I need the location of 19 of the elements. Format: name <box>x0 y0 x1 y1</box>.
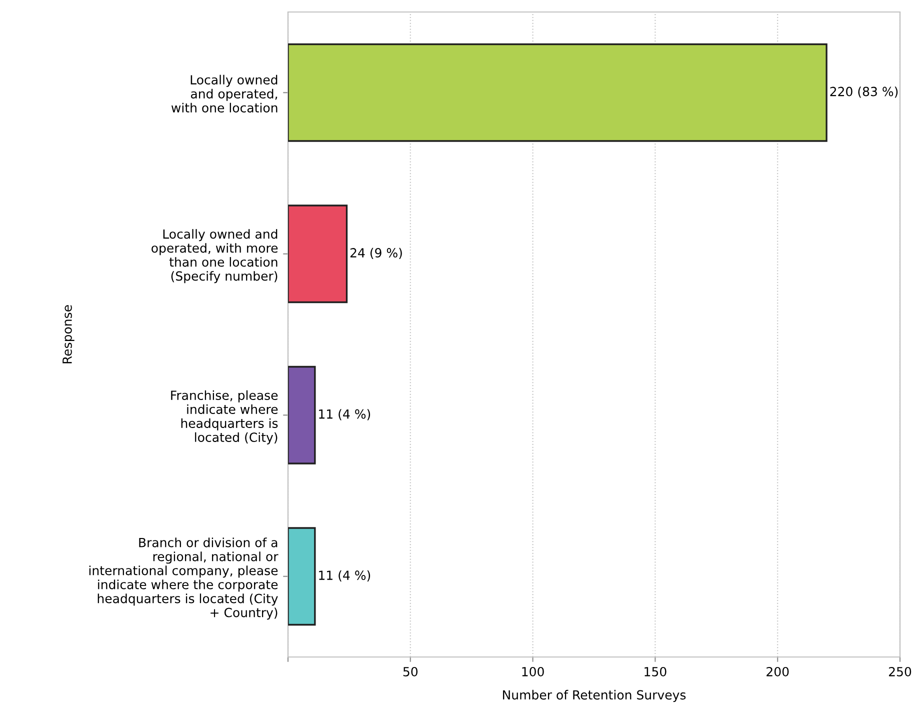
x-axis-title: Number of Retention Surveys <box>503 690 686 702</box>
y-tick-label: Locally owned and operated, with more than one location (Specify number) <box>152 229 278 284</box>
x-tick-label: 250 <box>888 666 912 676</box>
data-label: 11 (4 %) <box>319 570 370 582</box>
bar <box>288 43 828 142</box>
x-tick-label: 200 <box>766 666 789 676</box>
data-label: 220 (83 %) <box>830 86 898 98</box>
bar <box>288 204 348 304</box>
x-tick-label: 100 <box>522 666 544 676</box>
y-axis-title: Response <box>62 305 74 364</box>
bar <box>288 527 316 626</box>
y-tick-label: Locally owned and operated, with one location <box>171 74 278 112</box>
x-tick-label: 50 <box>403 666 418 676</box>
data-label: 11 (4 %) <box>319 409 370 420</box>
data-label: 24 (9 %) <box>350 248 402 259</box>
y-tick-label: Franchise, please indicate where headquarters is located (City) <box>171 390 278 444</box>
x-tick-label: 150 <box>644 666 666 676</box>
bar <box>288 366 316 464</box>
y-tick-label: Branch or division of a regional, national or international company, please indicate where the corporate headquarters is located (City + Country) <box>89 538 278 620</box>
